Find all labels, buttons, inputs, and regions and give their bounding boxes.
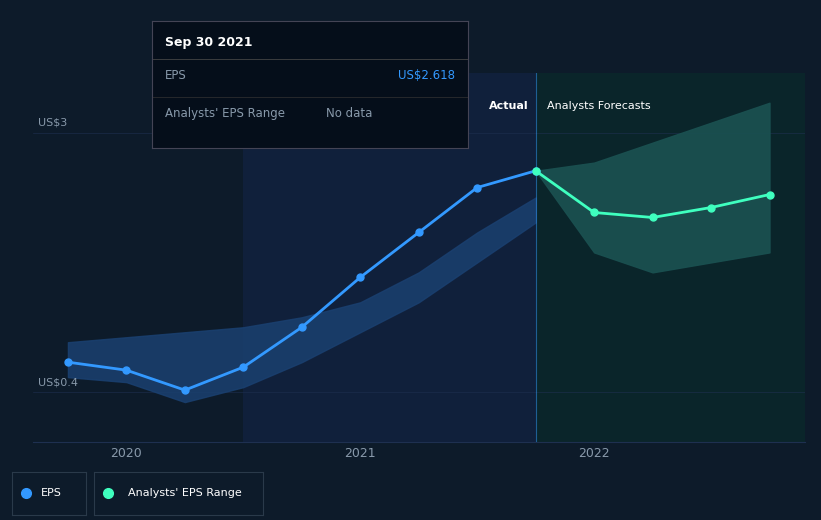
Text: US$0.4: US$0.4 [38, 377, 77, 387]
Text: EPS: EPS [164, 69, 186, 82]
Text: Sep 30 2021: Sep 30 2021 [164, 36, 252, 49]
Text: US$2.618: US$2.618 [398, 69, 456, 82]
Bar [535, 73, 805, 442]
Text: EPS: EPS [40, 488, 62, 499]
Text: Analysts' EPS Range: Analysts' EPS Range [128, 488, 242, 499]
Text: Actual: Actual [489, 101, 529, 111]
Bar [243, 73, 535, 442]
Text: Analysts' EPS Range: Analysts' EPS Range [164, 108, 285, 121]
Text: US$3: US$3 [38, 118, 67, 128]
Text: No data: No data [326, 108, 372, 121]
Text: Analysts Forecasts: Analysts Forecasts [548, 101, 651, 111]
